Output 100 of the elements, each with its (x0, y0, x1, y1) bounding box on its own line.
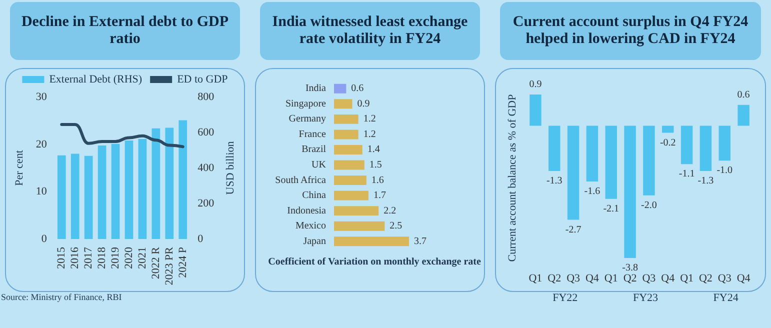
data-label: 1.2 (363, 128, 376, 140)
bar (152, 128, 160, 239)
y2-tick-label: 200 (198, 198, 215, 210)
y-tick-label: Japan (303, 236, 326, 247)
x-tick-label: 2022 R (150, 246, 162, 280)
x-tick-label: Q1 (604, 272, 618, 284)
text: FY24 (713, 292, 738, 306)
x-tick-label: 2021 (136, 247, 148, 269)
y2-tick-label: 800 (198, 91, 215, 103)
text: FY23 (632, 292, 658, 306)
chart-title: India witnessed least exchange rate volatility in FY24 (260, 2, 480, 60)
line-series (60, 122, 184, 148)
data-label: 0.6 (351, 83, 364, 94)
y-tick-label: Indonesia (287, 205, 327, 216)
y-tick-label: 20 (36, 138, 48, 150)
data-label: 1.2 (363, 114, 376, 125)
bar (70, 154, 80, 239)
data-label: -1.3 (546, 176, 562, 187)
bar (98, 145, 106, 239)
x-tick-label: 2023 PR (163, 246, 176, 286)
y2-tick-label: 400 (198, 162, 215, 174)
data-label: -2.0 (641, 200, 657, 211)
x-tick-label: 2020 (122, 246, 135, 269)
data-label: -1.6 (584, 186, 600, 197)
x-tick-label: Q2 (623, 272, 637, 284)
y-tick-label: 0 (41, 233, 48, 245)
legend-label: External Debt (RHS) (49, 74, 142, 86)
x-tick-label: 2024 P (176, 247, 189, 278)
bar (124, 140, 134, 239)
text: FY22 (552, 292, 578, 306)
y-tick-label: Mexico (295, 220, 326, 232)
chart-title: Current account surplus in Q4 FY24 helped in lowering CAD in FY24 (500, 2, 761, 60)
bar (84, 156, 93, 239)
bar (334, 160, 364, 170)
x-tick-label: 2016 (69, 246, 82, 269)
x-tick-label: Q3 (718, 272, 732, 284)
y2-axis-title: USD billion (224, 140, 236, 195)
x-tick-label: Q1 (680, 272, 694, 284)
bar (57, 155, 66, 239)
y-axis-title: Per cent (14, 150, 26, 186)
data-label: 0.9 (529, 78, 542, 90)
chart-title: Decline in External debt to GDP ratio (10, 2, 240, 60)
y-tick-label: Brazil (302, 144, 326, 156)
legend-label: ED to GDP (177, 74, 228, 86)
y-axis-title: Current account balance as % of GDP (506, 94, 518, 262)
data-label: -1.3 (698, 176, 714, 187)
bar (334, 84, 346, 94)
data-label: 0.6 (737, 89, 750, 100)
y-tick-label: UK (312, 160, 327, 170)
data-label: -2.7 (565, 224, 582, 236)
bar (334, 206, 379, 216)
data-label: 1.6 (371, 174, 384, 186)
x-tick-label: Q4 (661, 272, 676, 284)
y-tick-label: Germany (288, 114, 326, 125)
bar (334, 236, 409, 246)
x-tick-label: Q3 (642, 272, 656, 284)
data-label: 1.5 (369, 160, 382, 170)
bar (334, 99, 352, 109)
x-axis-title: Coefficient of Variation on monthly exchange rate (268, 256, 482, 268)
data-label: -1.1 (678, 168, 695, 180)
x-tick-label: 2019 (110, 246, 122, 269)
x-tick-label: Q2 (548, 272, 562, 284)
data-label: -1.0 (716, 165, 733, 176)
data-label: 0.9 (357, 98, 370, 110)
data-label: -3.8 (622, 262, 638, 274)
data-label: 2.2 (384, 205, 396, 216)
data-label: 1.4 (367, 144, 380, 156)
x-tick-label: 2018 (96, 246, 108, 269)
x-tick-label: Q1 (528, 272, 542, 284)
bar (334, 144, 362, 154)
y-tick-label: France (298, 128, 327, 140)
x-tick-label: Q4 (736, 272, 751, 284)
bar (334, 114, 358, 124)
data-label: -0.2 (660, 137, 676, 148)
y-tick-label: South Africa (275, 174, 327, 186)
data-label: 1.7 (373, 190, 386, 202)
bar (334, 176, 366, 186)
bar (334, 130, 358, 140)
x-tick-label: 2017 (82, 246, 95, 269)
y-tick-label: China (302, 190, 327, 202)
bar (334, 190, 368, 200)
x-tick-label: Q3 (566, 272, 581, 284)
data-label: -2.1 (603, 203, 620, 214)
bar (178, 120, 188, 239)
source-note: Source: Ministry of Finance, RBI (1, 292, 122, 304)
data-label: 2.5 (390, 220, 402, 232)
bar (334, 221, 385, 231)
x-tick-label: 2015 (56, 246, 68, 269)
y2-tick-label: 0 (198, 233, 204, 245)
bar (165, 128, 174, 239)
x-tick-label: Q4 (585, 272, 600, 284)
y2-tick-label: 600 (198, 126, 215, 138)
y-tick-label: India (305, 83, 327, 94)
y-tick-label: 30 (36, 91, 48, 103)
bar (138, 138, 147, 239)
data-label: 3.7 (414, 236, 426, 247)
bar (111, 144, 120, 239)
y-tick-label: Singapore (285, 98, 327, 110)
y-tick-label: 10 (36, 186, 48, 198)
x-tick-label: Q2 (698, 272, 712, 284)
